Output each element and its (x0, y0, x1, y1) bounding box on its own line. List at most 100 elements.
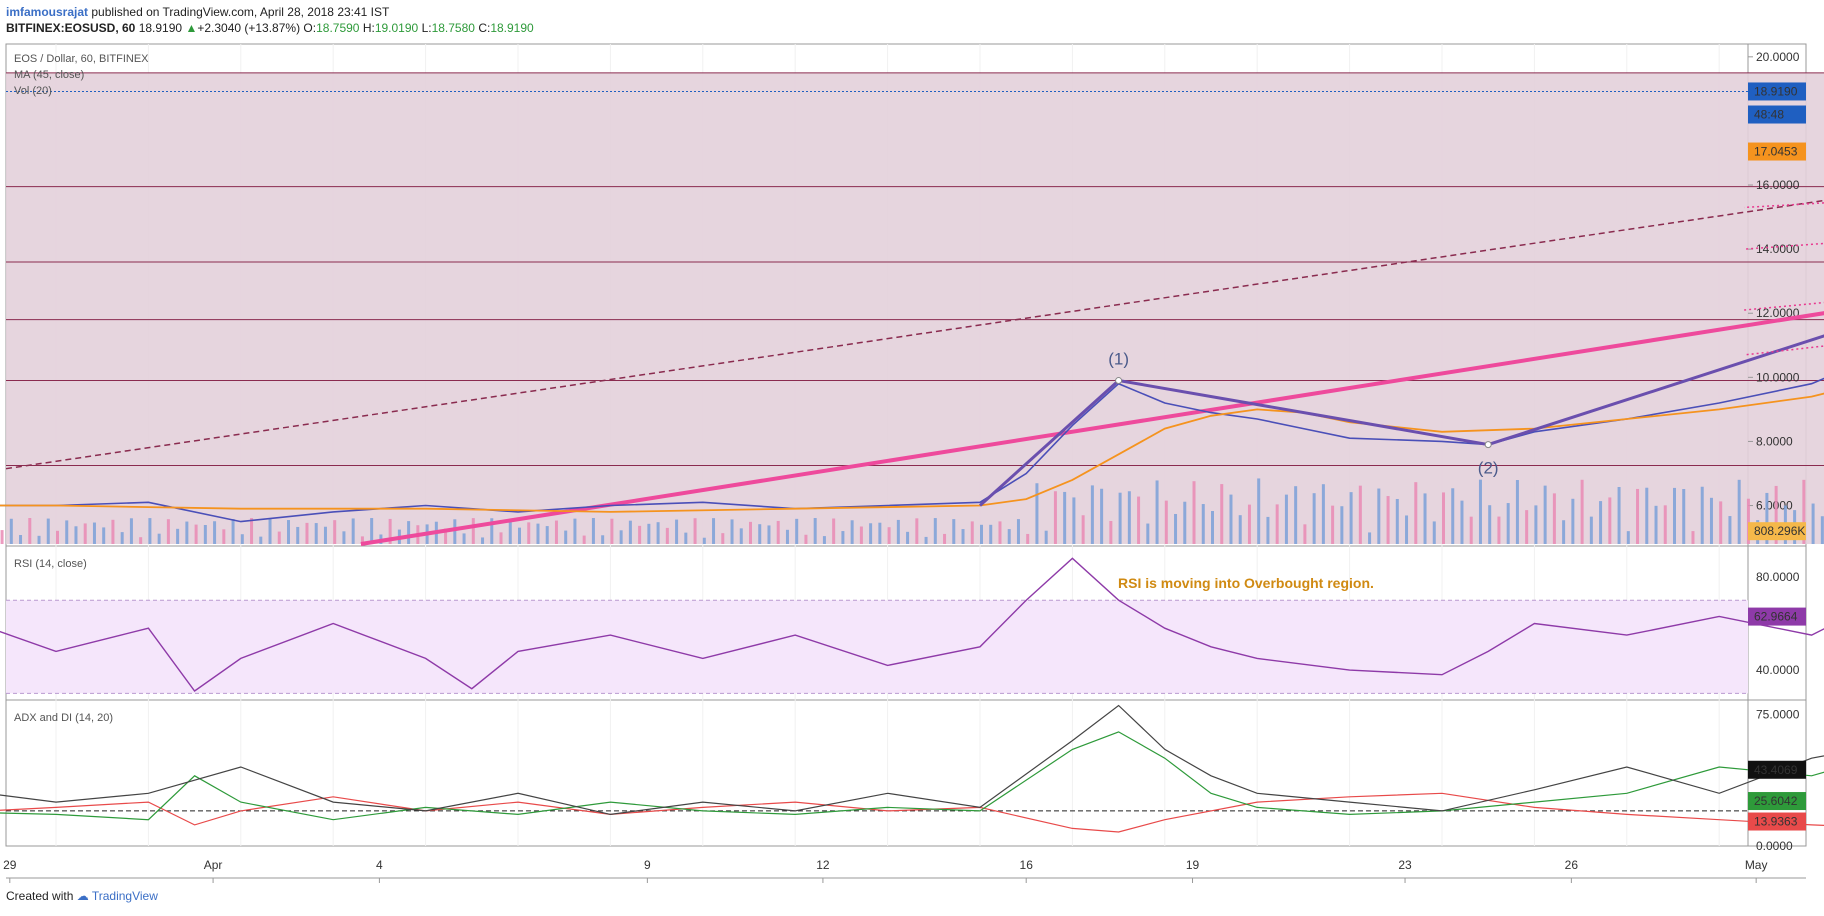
volume-bar (1063, 491, 1067, 544)
low-label: L: (421, 21, 432, 35)
rsi-series-line (0, 557, 1824, 692)
volume-bar (619, 530, 623, 544)
price-badge-bg (1748, 522, 1806, 541)
volume-bar (591, 518, 595, 544)
price-change: +2.3040 (+13.87%) (197, 21, 301, 35)
volume-bar (1820, 516, 1824, 544)
trend-line (360, 311, 1824, 546)
volume-bar (730, 519, 734, 544)
volume-bar (46, 518, 50, 544)
volume-bar (1127, 491, 1131, 544)
adx-badge: 13.9363 (1754, 815, 1798, 829)
volume-bar (850, 520, 854, 544)
volume-bar (1589, 516, 1593, 544)
volume-bar (1617, 487, 1621, 544)
volume-bar (1164, 500, 1168, 544)
open-label: O: (303, 21, 317, 35)
volume-bar (749, 521, 752, 544)
volume-bar (1220, 484, 1224, 544)
volume-bar (166, 519, 170, 544)
volume-bar (240, 534, 244, 544)
volume-bar (268, 518, 272, 544)
volume-bar (1358, 485, 1362, 544)
volume-bar (758, 524, 762, 544)
volume-bar (684, 532, 688, 544)
volume-bar (1192, 481, 1196, 544)
volume-bar (1765, 492, 1769, 544)
volume-bar (943, 533, 947, 544)
open-value: 18.7590 (316, 21, 360, 35)
adx-badge: 43.4069 (1754, 763, 1798, 777)
volume-bar (1072, 497, 1076, 544)
wave-point (1484, 441, 1492, 449)
volume-bar (915, 518, 919, 544)
volume-bar (1515, 480, 1519, 544)
price-badge-bg (1748, 105, 1806, 124)
volume-bar (1044, 530, 1048, 544)
volume-bar (213, 521, 217, 544)
wave-1-label: (1) (1108, 350, 1129, 369)
volume-bar (702, 537, 706, 544)
volume-bar (1497, 516, 1501, 544)
volume-bar (1229, 494, 1233, 544)
rsi-badge: 62.9664 (1754, 610, 1798, 624)
volume-bar (444, 528, 448, 544)
volume-bar (1007, 529, 1011, 544)
time-tick-label: 29 (3, 858, 17, 872)
volume-bar (712, 518, 716, 544)
tradingview-link[interactable]: TradingView (91, 889, 158, 903)
price-badge-bg (1748, 142, 1806, 161)
volume-bar (1636, 488, 1640, 544)
rsi-tick-label: 80.0000 (1756, 570, 1800, 584)
adx-line (0, 704, 1824, 816)
created-with-label: Created with (6, 889, 74, 903)
volume-bar (638, 525, 642, 544)
volume-bar (795, 518, 799, 544)
volume-bar (462, 533, 466, 544)
volume-bar (1525, 510, 1529, 544)
price-tick-label: 16.0000 (1756, 178, 1800, 192)
volume-bar (28, 518, 32, 544)
volume-bar (351, 518, 355, 544)
volume-bar (120, 532, 124, 544)
volume-bar (610, 518, 614, 544)
volume-bar (675, 519, 679, 544)
volume-bar (1488, 505, 1492, 544)
volume-bar (601, 535, 605, 544)
volume-bar (1174, 513, 1178, 544)
price-badge: 48:48 (1754, 108, 1784, 122)
volume-bar (804, 534, 808, 544)
volume-bar (952, 519, 956, 544)
volume-bar (1451, 488, 1455, 544)
volume-bar (1709, 497, 1713, 544)
volume-bar (490, 518, 494, 544)
close-value: 18.9190 (490, 21, 534, 35)
volume-bar (1321, 484, 1325, 544)
tradingview-logo-icon[interactable]: ☁ (76, 889, 89, 903)
time-tick-label: 26 (1565, 858, 1579, 872)
volume-bar (1811, 503, 1815, 544)
rsi-legend: RSI (14, close) (14, 558, 87, 570)
volume-bar (250, 518, 254, 544)
volume-bar (841, 531, 845, 544)
volume-bar (296, 526, 300, 544)
volume-bar (1081, 515, 1085, 544)
volume-bar (203, 525, 207, 544)
volume-bar (1118, 492, 1122, 544)
volume-bar (1257, 478, 1261, 544)
volume-bar (545, 526, 549, 544)
volume-bar (656, 522, 660, 544)
volume-bar (1580, 479, 1584, 544)
adx-tick-label: 0.0000 (1756, 839, 1793, 853)
volume-bar (1460, 500, 1464, 544)
price-tick-label: 20.0000 (1756, 50, 1800, 64)
price-tick-label: 6.0000 (1756, 499, 1793, 513)
volume-bar (1552, 493, 1556, 544)
volume-bar (1534, 505, 1538, 544)
volume-bar (970, 521, 974, 544)
volume-bar (564, 530, 568, 544)
volume-bar (65, 520, 69, 544)
rsi-alert-text: RSI is moving into Overbought region. (1118, 575, 1374, 591)
author-name[interactable]: imfamousrajat (6, 5, 89, 19)
